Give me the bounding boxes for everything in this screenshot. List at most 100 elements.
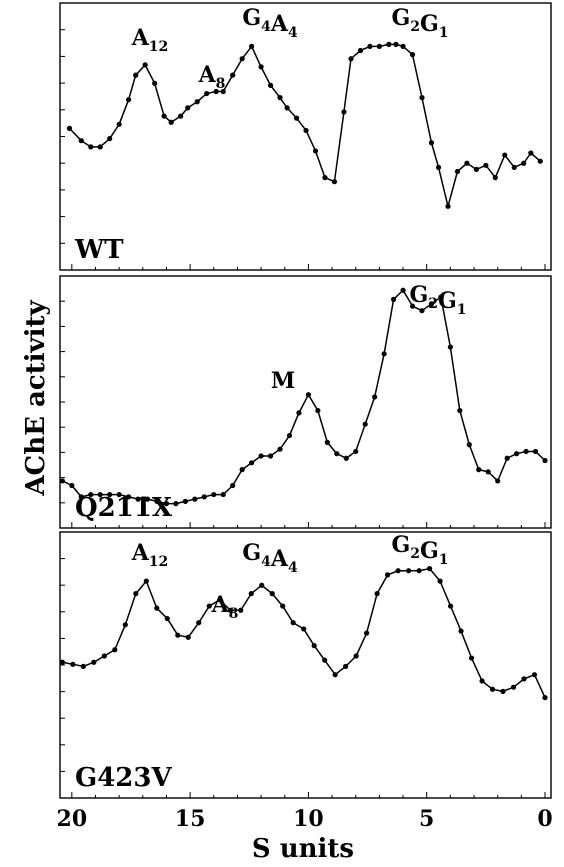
data-point	[343, 455, 349, 461]
peak-annotation: G2G1	[391, 532, 448, 568]
data-point	[227, 607, 233, 613]
data-point	[476, 467, 482, 473]
data-point	[78, 138, 84, 144]
data-point	[133, 591, 139, 597]
data-point	[426, 566, 433, 572]
data-point	[107, 136, 113, 142]
data-point	[428, 140, 435, 146]
data-point	[322, 657, 328, 663]
data-point	[353, 653, 359, 659]
series-line	[62, 289, 546, 505]
data-point	[332, 672, 338, 678]
data-point	[510, 684, 517, 690]
data-point	[144, 496, 151, 502]
data-point	[500, 688, 506, 694]
data-point	[528, 150, 534, 156]
peak-annotation: A8	[211, 592, 239, 622]
data-point	[409, 52, 416, 58]
panel-frame	[59, 275, 552, 529]
panel-name-label: Q211X	[75, 493, 173, 523]
data-point	[395, 568, 401, 574]
y-axis-label: AChE activity	[21, 299, 51, 496]
data-point	[269, 591, 275, 597]
data-point	[248, 591, 254, 597]
data-point	[258, 453, 264, 459]
data-point	[502, 152, 508, 158]
data-point	[390, 296, 397, 302]
data-point	[296, 410, 302, 416]
data-point	[311, 643, 317, 649]
data-point	[164, 615, 170, 622]
x-tick-label: 10	[293, 806, 324, 832]
data-point	[445, 203, 451, 209]
data-point	[173, 501, 179, 507]
data-point	[409, 303, 416, 309]
peak-annotation: A8	[198, 62, 226, 92]
data-point	[249, 460, 255, 466]
peak-annotation: M	[271, 368, 295, 394]
data-point	[163, 501, 170, 507]
data-point	[168, 119, 174, 125]
data-point	[107, 491, 113, 498]
panel-name-label: G423V	[75, 763, 172, 793]
data-point	[230, 482, 236, 489]
data-point	[532, 448, 539, 455]
data-point	[211, 491, 217, 498]
data-point	[419, 95, 425, 101]
data-point	[489, 686, 496, 692]
data-point	[133, 72, 139, 78]
data-point	[468, 655, 475, 661]
data-point	[303, 127, 309, 134]
data-point	[428, 301, 435, 307]
data-point	[116, 121, 122, 127]
peak-annotation: G2G1	[409, 282, 466, 318]
data-point	[348, 56, 354, 62]
data-point	[485, 469, 491, 475]
data-point	[239, 467, 245, 473]
peak-annotation: G4A4	[242, 540, 298, 576]
panel-q211x: Q211X M G2G1	[59, 275, 552, 529]
data-point	[406, 568, 412, 574]
data-point	[504, 455, 510, 461]
data-point	[97, 491, 103, 498]
data-point	[66, 125, 73, 131]
data-point	[277, 95, 283, 101]
data-point	[341, 109, 347, 115]
data-point	[97, 144, 103, 150]
series-line	[68, 43, 541, 208]
peak-annotation: G4A4	[242, 5, 298, 41]
data-point	[217, 597, 223, 603]
data-point	[267, 453, 274, 459]
data-point	[495, 478, 501, 484]
data-point	[437, 578, 443, 584]
panel-frame	[59, 531, 552, 799]
data-point	[454, 168, 461, 175]
data-point	[293, 115, 300, 121]
data-point	[385, 572, 391, 578]
data-point	[259, 582, 265, 588]
data-point	[194, 99, 200, 105]
data-point	[69, 482, 75, 489]
data-point	[280, 603, 286, 609]
data-point	[185, 634, 191, 640]
data-point	[142, 62, 148, 68]
data-point	[284, 105, 290, 111]
x-tick-label: 5	[419, 806, 434, 832]
x-tick-label: 20	[57, 806, 88, 832]
data-point	[178, 113, 184, 119]
data-point	[182, 498, 188, 504]
data-point	[521, 676, 527, 682]
data-point	[315, 407, 321, 414]
data-point	[143, 578, 149, 584]
data-point	[249, 43, 255, 50]
data-point	[353, 448, 359, 455]
data-point	[447, 344, 453, 350]
data-point	[521, 160, 527, 166]
data-point	[122, 622, 128, 628]
data-point	[135, 496, 141, 502]
data-point	[324, 439, 330, 445]
data-point	[331, 179, 338, 185]
data-point	[267, 82, 274, 88]
data-point	[447, 603, 454, 609]
data-point	[230, 72, 236, 78]
